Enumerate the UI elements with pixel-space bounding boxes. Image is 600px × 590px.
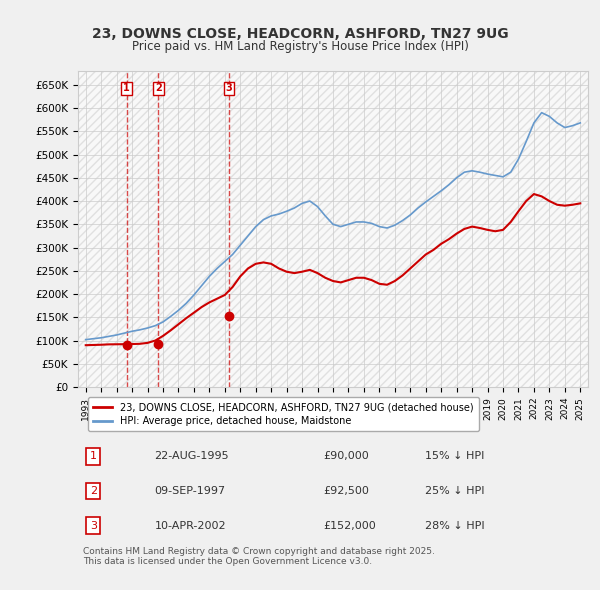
Text: £152,000: £152,000 [323, 521, 376, 531]
Text: 28% ↓ HPI: 28% ↓ HPI [425, 521, 484, 531]
Text: 3: 3 [90, 521, 97, 531]
Text: £92,500: £92,500 [323, 486, 368, 496]
Text: 22-AUG-1995: 22-AUG-1995 [155, 451, 229, 461]
Text: 23, DOWNS CLOSE, HEADCORN, ASHFORD, TN27 9UG: 23, DOWNS CLOSE, HEADCORN, ASHFORD, TN27… [92, 27, 508, 41]
Text: 25% ↓ HPI: 25% ↓ HPI [425, 486, 484, 496]
Text: 2: 2 [90, 486, 97, 496]
Text: Contains HM Land Registry data © Crown copyright and database right 2025.
This d: Contains HM Land Registry data © Crown c… [83, 547, 435, 566]
Text: 2: 2 [155, 83, 161, 93]
Text: 1: 1 [90, 451, 97, 461]
Text: 3: 3 [226, 83, 232, 93]
Legend: 23, DOWNS CLOSE, HEADCORN, ASHFORD, TN27 9UG (detached house), HPI: Average pric: 23, DOWNS CLOSE, HEADCORN, ASHFORD, TN27… [88, 397, 479, 431]
Text: 15% ↓ HPI: 15% ↓ HPI [425, 451, 484, 461]
Text: 10-APR-2002: 10-APR-2002 [155, 521, 226, 531]
Text: 09-SEP-1997: 09-SEP-1997 [155, 486, 226, 496]
Text: £90,000: £90,000 [323, 451, 368, 461]
Text: 1: 1 [123, 83, 130, 93]
Text: Price paid vs. HM Land Registry's House Price Index (HPI): Price paid vs. HM Land Registry's House … [131, 40, 469, 53]
